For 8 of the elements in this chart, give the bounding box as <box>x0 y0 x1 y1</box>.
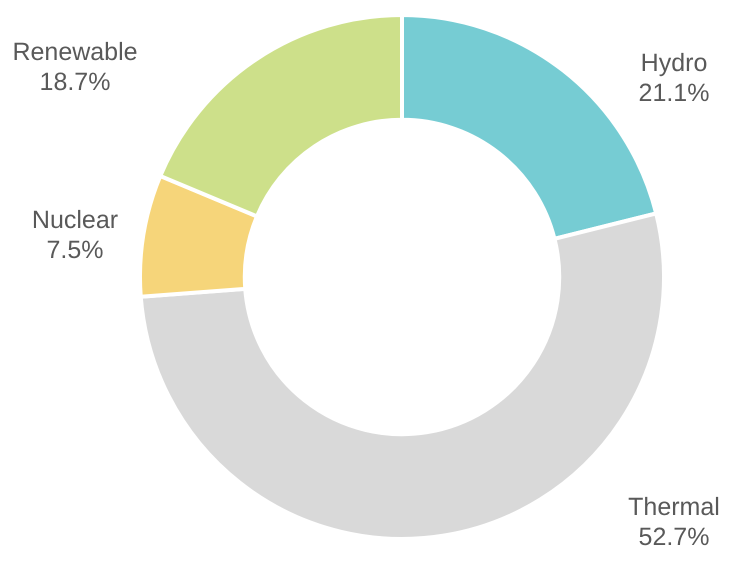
slice-label: Thermal <box>628 492 720 521</box>
data-label: 21.1% <box>638 78 710 107</box>
slice-label: Hydro <box>640 48 708 77</box>
slice-label: Nuclear <box>32 206 118 234</box>
data-label: 7.5% <box>46 236 104 264</box>
slice-label: Renewable <box>12 38 138 66</box>
data-label: 18.7% <box>40 68 110 96</box>
data-label: 52.7% <box>638 522 710 551</box>
